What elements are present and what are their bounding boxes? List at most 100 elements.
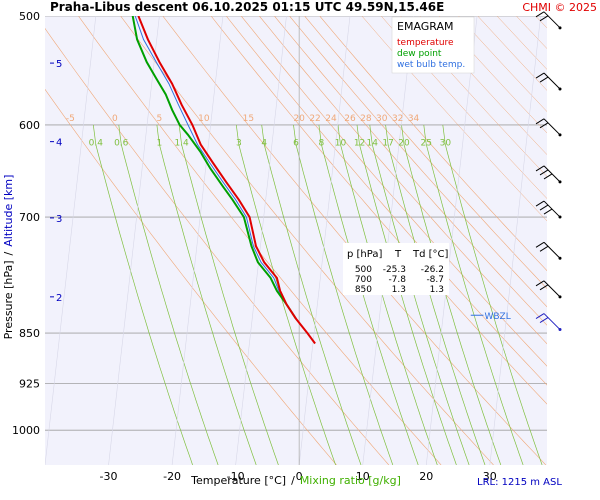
- wind-barb-flag: [535, 165, 545, 172]
- wind-barb-staff: [543, 11, 561, 29]
- wind-barb: [535, 313, 562, 332]
- legend-item-temperature: temperature: [397, 38, 454, 48]
- wind-barb-dot: [558, 256, 562, 260]
- mixing-ratio-label: 4: [261, 139, 267, 149]
- wind-barb-flag: [539, 317, 549, 323]
- table-row-500-t: -25.3: [383, 265, 406, 275]
- table-header-t: T: [394, 249, 402, 260]
- mixing-ratio-line: [423, 124, 524, 465]
- dry-adiabat: [225, 16, 547, 386]
- series-temperature: [137, 16, 316, 345]
- mixing-ratio-line: [337, 124, 438, 465]
- wind-barb-dot: [558, 328, 562, 332]
- dry-adiabat-label: 10: [198, 114, 210, 124]
- lrl-label: LRL: 1215 m ASL: [477, 477, 562, 488]
- table-row-500-p: 500: [355, 265, 372, 275]
- series-wet-bulb-temp-: [134, 16, 297, 320]
- wind-barb-flag: [535, 313, 545, 319]
- isotherm: [362, 16, 414, 465]
- wind-barb-flag: [535, 280, 545, 287]
- pressure-tick-1000: 1000: [12, 424, 40, 437]
- dry-adiabat: [304, 16, 547, 290]
- wind-barb: [535, 280, 562, 299]
- isotherm: [45, 16, 97, 465]
- dry-adiabat-label: 20: [293, 114, 305, 124]
- wbzl-label: WBZL: [484, 312, 510, 322]
- y-axis-label-pressure: Pressure [hPa]: [2, 260, 15, 339]
- wind-barb-dot: [558, 180, 562, 184]
- mixing-ratio-label: 20: [398, 139, 410, 149]
- wind-barb: [535, 72, 562, 91]
- altitude-tick-5: 5: [56, 59, 62, 70]
- table-row-500-td: -26.2: [421, 265, 444, 275]
- dry-adiabat-label: 24: [325, 114, 337, 124]
- y-axis-label: Pressure [hPa] / Altitude [km]: [2, 175, 15, 340]
- wind-barb-flag: [535, 118, 545, 125]
- wind-barb-staff: [543, 313, 561, 330]
- dry-adiabat: [438, 16, 547, 134]
- pressure-tick-925: 925: [19, 378, 40, 391]
- altitude-tick-2: 2: [56, 293, 62, 304]
- mixing-ratio-label: 0.4: [89, 139, 104, 149]
- legend-item-wetbulb: wet bulb temp.: [397, 60, 465, 70]
- table-row-850-p: 850: [355, 285, 372, 295]
- mixing-ratio-label: 14: [367, 139, 379, 149]
- level-table-box: [343, 243, 449, 295]
- mixing-ratio-line: [178, 124, 279, 465]
- temperature-tick--10: -10: [227, 470, 245, 483]
- wind-barb-staff: [543, 241, 561, 259]
- pressure-tick-700: 700: [19, 211, 40, 224]
- wind-barb-flag: [539, 284, 549, 291]
- mixing-ratio-label: 12: [354, 139, 365, 149]
- pressure-tick-850: 850: [19, 327, 40, 340]
- isotherm: [425, 16, 478, 465]
- plot-background: [45, 16, 547, 465]
- temperature-tick--20: -20: [163, 470, 181, 483]
- wind-barb-flag: [535, 72, 545, 79]
- series-dew-point: [131, 16, 297, 320]
- dry-adiabat-label: -5: [66, 114, 75, 124]
- mixing-ratio-label: 6: [293, 139, 299, 149]
- pressure-tick-600: 600: [19, 119, 40, 132]
- altitude-tick-4: 4: [56, 138, 62, 149]
- mixing-ratio-label: 1.4: [174, 139, 189, 149]
- mixing-ratio-line: [385, 124, 486, 465]
- mixing-ratio-label: 0.6: [114, 139, 129, 149]
- wind-barb-dot: [558, 215, 562, 219]
- dry-adiabat: [419, 16, 547, 155]
- dry-adiabat: [400, 16, 547, 177]
- wind-barb-flag: [539, 122, 549, 129]
- wind-barb-flag: [543, 173, 553, 180]
- dry-adiabat: [381, 16, 547, 199]
- legend-title: EMAGRAM: [397, 20, 454, 33]
- dry-adiabat-label: 15: [243, 114, 254, 124]
- dry-adiabat: [78, 16, 442, 465]
- table-row-850-t: 1.3: [392, 285, 406, 295]
- wind-barb: [535, 165, 562, 184]
- wind-barb-flag: [539, 76, 549, 83]
- sounding-series: [131, 16, 316, 345]
- dry-adiabat-label: 28: [360, 114, 372, 124]
- dry-adiabat-label: 34: [408, 114, 420, 124]
- dry-adiabat: [274, 16, 547, 326]
- legend: EMAGRAM temperature dew point wet bulb t…: [391, 16, 475, 74]
- wind-barb-staff: [543, 280, 561, 298]
- wind-barb-flag: [535, 241, 545, 248]
- dry-adiabat-label: 26: [344, 114, 356, 124]
- wind-barb-dot: [558, 26, 562, 30]
- dry-adiabat: [120, 16, 494, 465]
- mixing-ratio-line: [261, 124, 362, 465]
- table-header-p: p [hPa]: [347, 249, 382, 260]
- dry-adiabat: [45, 88, 337, 465]
- mixing-ratio-line: [401, 124, 502, 465]
- temperature-tick--30: -30: [100, 470, 118, 483]
- dry-adiabat: [361, 16, 547, 222]
- isotherms: [45, 16, 541, 465]
- dry-adiabat-label: 0: [112, 114, 118, 124]
- isotherm: [235, 16, 287, 465]
- mixing-ratio-line: [318, 124, 419, 465]
- mixing-ratio-label: 1: [157, 139, 163, 149]
- dry-adiabat: [289, 16, 547, 308]
- wind-barbs: [535, 11, 562, 332]
